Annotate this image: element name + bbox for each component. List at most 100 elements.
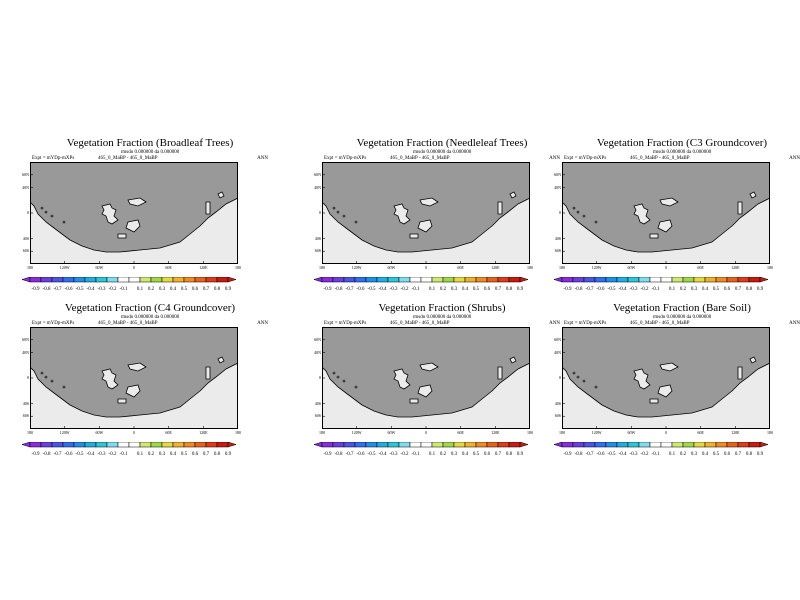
lon-tick-label: 120E — [199, 265, 208, 270]
colorbar-cell — [605, 442, 618, 448]
colorbar-label: -0.2 — [640, 452, 649, 457]
case-label: 465_0_MaBP - 465_0_MaBP — [630, 321, 690, 326]
island-marker — [354, 385, 358, 389]
lon-tick-label: 180 — [27, 265, 33, 270]
colorbar-cell — [748, 277, 761, 283]
colorbar-label: -0.3 — [389, 452, 398, 457]
lat-tick-label: 60S — [314, 248, 321, 254]
chart-stats: rmsdo 0.000000 da 0.000000 — [412, 150, 472, 155]
colorbar-label: 0.1 — [428, 287, 436, 292]
chart-panel: Vegetation Fraction (Shrubs) rmsdo 0.0000… — [314, 302, 562, 462]
ocean-area — [562, 362, 770, 429]
colorbar-cell — [183, 442, 196, 448]
chart-panel: Vegetation Fraction (Needleleaf Trees) rm… — [314, 137, 562, 297]
lon-tick-label: 60W — [387, 265, 396, 270]
colorbar-cell — [84, 277, 97, 283]
inland-water — [125, 219, 141, 233]
inland-water — [657, 219, 673, 233]
inland-water — [217, 191, 225, 199]
colorbar-label: -0.5 — [607, 452, 616, 457]
inland-water — [659, 197, 679, 207]
lon-tick-label: 0 — [665, 430, 667, 435]
colorbar-label: -0.1 — [651, 452, 660, 457]
lat-tick-label: 0 — [319, 375, 321, 380]
inland-water — [101, 368, 119, 390]
inland-water — [633, 368, 651, 390]
chart-title: Vegetation Fraction (Needleleaf Trees) — [356, 137, 528, 149]
colorbar-label: 0.9 — [756, 287, 764, 292]
chart-stats: rmsdo 0.000000 da 0.000000 — [652, 315, 712, 320]
lon-tick-label: 0 — [133, 265, 135, 270]
inland-water — [217, 356, 225, 364]
colorbar-cell — [693, 277, 706, 283]
colorbar-cell — [398, 277, 411, 283]
colorbar-cell — [128, 277, 141, 283]
colorbar — [22, 442, 236, 448]
colorbar-label: -0.5 — [367, 287, 376, 292]
colorbar-label: -0.3 — [629, 452, 638, 457]
lon-tick-label: 180 — [235, 430, 241, 435]
colorbar-label: 0.8 — [505, 287, 513, 292]
colorbar-arrow-right — [227, 442, 236, 448]
colorbar-label: 0.7 — [734, 452, 742, 457]
colorbar — [314, 442, 528, 448]
inland-water — [737, 366, 743, 380]
colorbar-cell — [704, 277, 717, 283]
colorbar-label: 0.4 — [169, 287, 177, 292]
season-label: ANN — [549, 156, 560, 161]
colorbar-label: 0.3 — [450, 287, 458, 292]
colorbar-label: -0.7 — [53, 287, 62, 292]
map-plot — [322, 162, 530, 264]
island-marker — [332, 371, 336, 375]
colorbar-label: -0.7 — [345, 287, 354, 292]
lon-tick-label: 180 — [527, 265, 533, 270]
chart-stats: rmsdo 0.000000 da 0.000000 — [652, 150, 712, 155]
colorbar-label: 0.5 — [472, 287, 480, 292]
colorbar-arrow-left — [22, 277, 31, 283]
island-marker — [354, 220, 358, 224]
colorbar-label: 0.8 — [745, 287, 753, 292]
colorbar-cell — [431, 442, 444, 448]
colorbar-label: 0.9 — [516, 452, 524, 457]
island-marker — [44, 375, 48, 379]
inland-water — [101, 203, 119, 225]
colorbar-label: -0.8 — [42, 287, 51, 292]
season-label: ANN — [257, 156, 268, 161]
lon-tick-label: 0 — [665, 265, 667, 270]
colorbar-cell — [73, 442, 86, 448]
colorbar-label: 0.2 — [147, 452, 155, 457]
colorbar-cell — [343, 442, 356, 448]
inland-water — [127, 197, 147, 207]
colorbar-cell — [671, 277, 684, 283]
colorbar-label: -0.7 — [585, 452, 594, 457]
colorbar-label: 0.7 — [494, 287, 502, 292]
inland-water — [393, 368, 411, 390]
colorbar-label: 0.9 — [224, 452, 232, 457]
inland-water — [393, 203, 411, 225]
lon-tick-label: 180 — [767, 265, 773, 270]
colorbar-label: -0.5 — [75, 452, 84, 457]
ocean-area — [30, 362, 238, 429]
colorbar-label: -0.4 — [378, 452, 387, 457]
colorbar-cell — [726, 442, 739, 448]
inland-water — [633, 203, 651, 225]
colorbar-label: -0.9 — [563, 287, 572, 292]
colorbar-label: -0.1 — [119, 452, 128, 457]
colorbar-label: 0.9 — [224, 287, 232, 292]
colorbar-label: -0.4 — [86, 287, 95, 292]
colorbar-cell — [95, 442, 108, 448]
colorbar-cell — [216, 277, 229, 283]
colorbar-label: 0.7 — [202, 452, 210, 457]
colorbar-label: 0.7 — [734, 287, 742, 292]
inland-water — [419, 197, 439, 207]
colorbar-label: -0.4 — [618, 452, 627, 457]
colorbar-label: 0.6 — [723, 287, 731, 292]
lon-tick-label: 60E — [457, 430, 464, 435]
colorbar-label: 0.6 — [483, 452, 491, 457]
lon-tick-label: 60W — [627, 265, 636, 270]
colorbar-label: -0.4 — [618, 287, 627, 292]
lon-tick-label: 180 — [235, 265, 241, 270]
chart-title: Vegetation Fraction (C4 Groundcover) — [64, 302, 236, 314]
island-marker — [332, 206, 336, 210]
colorbar-label: -0.8 — [574, 287, 583, 292]
